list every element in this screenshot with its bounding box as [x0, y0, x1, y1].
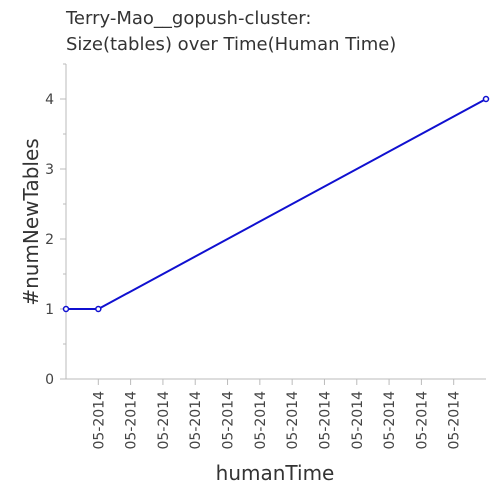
y-tick-label: 3	[45, 162, 54, 178]
data-point	[482, 95, 490, 103]
x-tick-label: 05-2014	[253, 391, 269, 450]
x-tick-label: 05-2014	[156, 391, 172, 450]
x-tick-label: 05-2014	[382, 391, 398, 450]
x-tick-label: 05-2014	[414, 391, 430, 450]
y-tick-label: 1	[45, 302, 54, 318]
x-tick-label: 05-2014	[285, 391, 301, 450]
y-axis-label: #numNewTables	[19, 138, 43, 305]
y-tick-label: 0	[45, 372, 54, 388]
axes: 0 1 2 3 4 05-2014 05-2014 05-2014 05-2014 05-2014…	[45, 63, 486, 450]
y-tick-label: 4	[45, 92, 54, 108]
x-axis-label: humanTime	[216, 461, 335, 485]
chart-title-line2: Size(tables) over Time(Human Time)	[66, 34, 396, 55]
series-line	[66, 98, 487, 310]
chart-title-line1: Terry-Mao__gopush-cluster:	[65, 8, 311, 29]
x-tick-label: 05-2014	[124, 391, 140, 450]
x-tick-label: 05-2014	[317, 391, 333, 450]
x-tick-label: 05-2014	[221, 391, 237, 450]
x-tick-label: 05-2014	[447, 391, 463, 450]
data-point	[62, 305, 70, 313]
data-point	[95, 305, 102, 313]
x-tick-label: 05-2014	[188, 391, 204, 450]
x-tick-label: 05-2014	[91, 391, 107, 450]
plot-area	[62, 95, 490, 313]
y-tick-label: 2	[45, 232, 54, 248]
x-tick-label: 05-2014	[350, 391, 366, 450]
